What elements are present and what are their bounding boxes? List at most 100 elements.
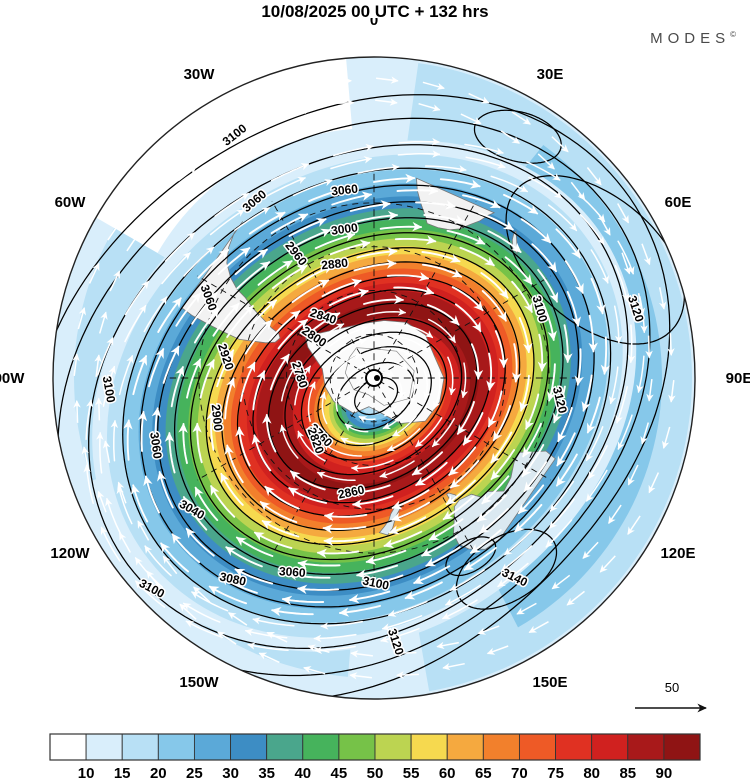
- contour-label: 3060: [277, 563, 308, 582]
- streamline-arrow: [193, 586, 211, 603]
- longitude-label-150E: 150E: [532, 674, 567, 691]
- streamline-arrow: [421, 263, 463, 278]
- streamline-arrow: [338, 604, 381, 617]
- colorbar-tick-75: 75: [547, 765, 564, 782]
- streamline-arrow: [462, 412, 484, 446]
- longitude-label-120W: 120W: [50, 545, 90, 562]
- colorbar-cell: [302, 733, 340, 761]
- streamline-arrow: [333, 353, 362, 375]
- contour-label-text: 3100: [100, 375, 118, 404]
- streamline-arrow: [146, 570, 162, 589]
- streamline-arrow: [522, 422, 542, 458]
- streamline-arrow: [283, 85, 306, 94]
- streamline-arrow: [316, 548, 360, 559]
- streamline-arrow: [132, 183, 149, 201]
- longitude-label-90W: 90W: [0, 370, 25, 387]
- height-contour: [139, 184, 595, 608]
- streamline-arrow: [418, 102, 441, 112]
- streamline-arrow: [445, 584, 482, 606]
- streamline-arrow: [542, 304, 557, 342]
- streamline-arrow: [296, 264, 334, 286]
- streamline-arrow: [425, 546, 461, 567]
- streamline-arrow: [143, 296, 168, 333]
- streamline-arrow: [96, 432, 104, 474]
- streamline-arrow: [490, 431, 513, 464]
- streamline-arrow: [460, 362, 469, 399]
- streamline-arrow: [81, 446, 90, 469]
- streamline-arrow: [137, 410, 148, 452]
- streamline-arrow: [308, 185, 349, 203]
- streamline-arrow: [288, 487, 328, 504]
- streamline-arrow: [519, 374, 530, 412]
- streamline-arrow: [118, 532, 131, 553]
- streamline-arrow: [199, 122, 220, 135]
- streamline-arrow: [211, 141, 232, 154]
- streamline-arrow: [481, 290, 507, 322]
- streamline-arrow: [357, 163, 400, 174]
- streamline-arrow: [269, 353, 290, 391]
- streamline-arrow: [332, 143, 374, 157]
- streamline-arrow: [353, 259, 397, 272]
- streamline-arrow: [331, 191, 373, 206]
- streamline-arrow: [579, 213, 605, 245]
- reference-vector: 50: [635, 680, 707, 713]
- streamline-arrow: [214, 192, 250, 217]
- streamline-arrow: [157, 470, 174, 509]
- height-contour: [335, 361, 415, 431]
- streamline-arrow: [511, 280, 533, 313]
- streamline-arrow: [487, 390, 503, 428]
- streamline-arrow: [531, 243, 557, 273]
- streamline-arrow: [391, 335, 429, 353]
- streamline-arrow: [468, 92, 490, 104]
- streamline-arrow: [424, 165, 467, 173]
- streamline-arrow: [175, 292, 202, 327]
- streamline-arrow: [124, 304, 147, 343]
- streamline-arrow: [313, 633, 357, 643]
- colorbar-cell: [121, 733, 159, 761]
- streamline-arrow: [382, 414, 404, 430]
- contour-label-text: 2880: [321, 256, 349, 273]
- streamline-arrow: [117, 481, 127, 504]
- streamline-arrow: [144, 545, 172, 577]
- streamline-arrow: [220, 472, 244, 506]
- streamline-arrow: [226, 305, 254, 338]
- streamline-arrow: [321, 278, 362, 298]
- streamline-arrow: [193, 307, 220, 344]
- streamline-arrow: [469, 529, 502, 554]
- streamline-arrow: [257, 260, 293, 286]
- streamline-arrow: [479, 507, 509, 534]
- streamline-arrow: [244, 628, 288, 639]
- colorbar-cell: [85, 733, 123, 761]
- colorbar-cell: [374, 733, 412, 761]
- colorbar-tick-45: 45: [331, 765, 348, 782]
- streamline-arrow: [182, 602, 221, 623]
- colorbar-tick-25: 25: [186, 765, 203, 782]
- streamline-arrow: [462, 194, 501, 209]
- streamline-arrow: [546, 363, 557, 402]
- streamline-arrow: [262, 413, 277, 453]
- streamline-arrow: [501, 545, 533, 572]
- streamline-arrow: [617, 240, 635, 275]
- wind-streamlines: [72, 76, 676, 680]
- streamline-arrow: [323, 511, 368, 522]
- streamline-arrow: [266, 177, 306, 197]
- streamline-arrow: [668, 380, 676, 403]
- colorbar-frame: [49, 733, 701, 761]
- streamline-arrow: [376, 76, 399, 84]
- streamline-arrow: [447, 356, 457, 396]
- streamline-arrow: [523, 461, 548, 493]
- streamline-arrow: [608, 504, 622, 525]
- streamline-arrow: [183, 246, 215, 277]
- streamline-arrow: [264, 485, 300, 510]
- streamline-arrow: [192, 422, 203, 464]
- colorbar-cell: [230, 733, 268, 761]
- streamline-arrow: [366, 308, 407, 316]
- streamline-arrow: [394, 235, 437, 245]
- streamline-arrow: [615, 386, 628, 424]
- streamline-arrow: [186, 358, 202, 399]
- streamline-arrow: [585, 469, 608, 502]
- streamline-arrow: [73, 400, 81, 423]
- streamline-arrow: [277, 318, 309, 350]
- streamline-arrow: [383, 530, 423, 549]
